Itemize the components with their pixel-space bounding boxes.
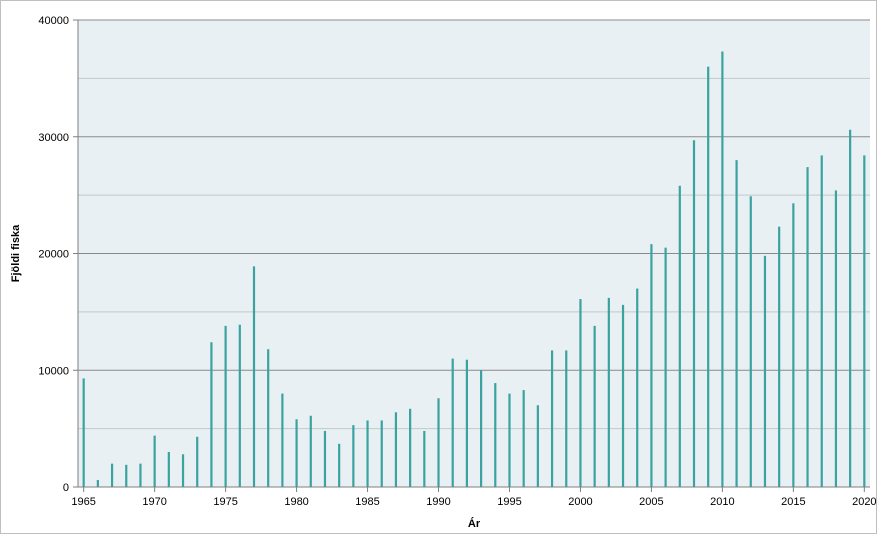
x-tick-label: 1970 (142, 496, 166, 508)
x-tick-label: 1985 (355, 496, 379, 508)
x-tick-label: 2005 (639, 496, 663, 508)
y-tick-labels: 0 10000 20000 30000 40000 (38, 15, 69, 494)
bar-2001 (593, 325, 596, 487)
bar-1979 (281, 393, 284, 487)
bar-1974 (210, 342, 213, 487)
bar-1977 (252, 266, 256, 487)
bar-2015 (792, 203, 795, 488)
y-axis-label: Fjöldi fiska (10, 224, 22, 282)
y-tick-label: 30000 (38, 132, 69, 144)
bar-2004 (636, 288, 639, 487)
bar-2017 (820, 155, 823, 487)
y-tick-label: 10000 (38, 365, 69, 377)
bar-2020 (863, 155, 866, 487)
bar-1983 (338, 443, 341, 487)
x-tick-label: 1995 (497, 496, 521, 508)
bar-1996 (522, 390, 525, 487)
x-axis-label: Ár (468, 517, 481, 530)
gridlines (78, 19, 870, 430)
x-tick-label: 1965 (71, 496, 95, 508)
bar-1994 (494, 383, 497, 487)
bar-2005 (650, 244, 653, 487)
bar-2016 (806, 167, 809, 488)
bar-2009 (707, 66, 710, 487)
x-tick-labels: 1965 1970 1975 1980 1985 1990 1995 2000 2005 2010… (71, 496, 876, 508)
bar-1970 (153, 435, 156, 487)
x-tick-label: 2015 (781, 496, 805, 508)
bar-1986 (380, 420, 383, 487)
bar-2019 (849, 129, 852, 487)
x-tick-label: 1980 (284, 496, 308, 508)
bar-1990 (437, 398, 440, 487)
bar-2006 (664, 247, 667, 487)
bar-1975 (224, 325, 227, 487)
bar-1991 (451, 358, 454, 487)
y-tick-label: 20000 (38, 249, 69, 261)
bar-2018 (834, 190, 838, 487)
bar-2000 (579, 299, 582, 487)
bar-1968 (125, 464, 128, 487)
bar-1988 (409, 408, 412, 487)
bar-1973 (196, 436, 199, 487)
x-tick-label: 2010 (710, 496, 734, 508)
bar-2014 (778, 226, 781, 487)
x-tick-label: 1975 (213, 496, 237, 508)
bar-2013 (763, 255, 767, 487)
bar-1998 (550, 350, 554, 487)
bar-2008 (692, 140, 696, 487)
bar-1993 (479, 370, 483, 487)
bar-1987 (394, 412, 398, 487)
bar-1967 (110, 463, 114, 487)
bar-1992 (465, 359, 469, 487)
bar-2002 (607, 297, 610, 487)
bar-2007 (678, 185, 681, 487)
bar-1980 (295, 419, 298, 487)
bar-1997 (536, 405, 539, 487)
bar-1965 (82, 378, 85, 487)
bar-1999 (565, 350, 568, 487)
x-tick-label: 1990 (426, 496, 450, 508)
bar-1981 (309, 415, 312, 487)
bar-1976 (238, 324, 241, 487)
x-tick-label: 2020 (852, 496, 876, 508)
bar-1978 (267, 349, 270, 487)
bar-1971 (167, 451, 170, 487)
bar-2011 (735, 160, 738, 487)
bar-2003 (621, 304, 625, 487)
bars (82, 51, 866, 488)
bar-1984 (352, 425, 355, 487)
bar-1985 (366, 420, 369, 487)
y-tick-label: 40000 (38, 15, 69, 27)
bar-1995 (508, 393, 511, 487)
bar-1982 (323, 430, 327, 487)
y-tick-label: 0 (63, 482, 69, 494)
bar-2012 (749, 196, 752, 488)
x-tick-label: 2000 (568, 496, 592, 508)
bar-1969 (139, 463, 142, 487)
bar-1966 (96, 479, 99, 487)
bar-2010 (721, 51, 724, 488)
axes (73, 19, 870, 492)
bar-1972 (181, 454, 185, 487)
bar-1989 (423, 430, 426, 487)
